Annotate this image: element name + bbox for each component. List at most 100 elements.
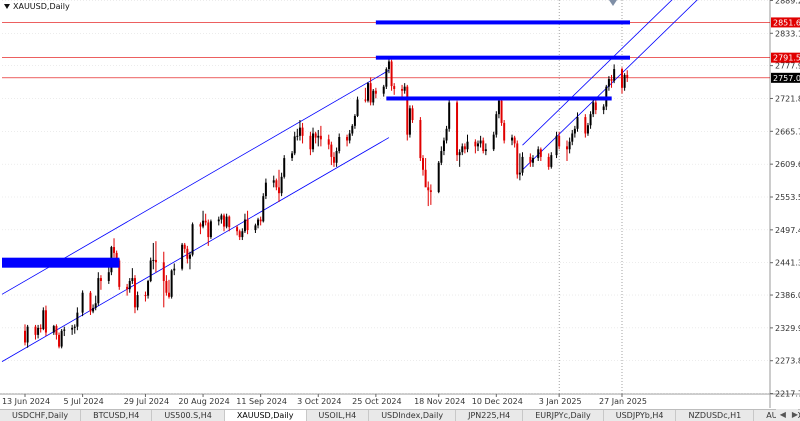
candle xyxy=(403,83,406,94)
candle xyxy=(335,147,338,167)
candle xyxy=(594,99,597,115)
tab-usdindex-daily[interactable]: USDIndex,Daily xyxy=(369,410,457,421)
candle xyxy=(34,324,37,340)
y-tick-label: 2889.25 xyxy=(775,0,800,5)
candle xyxy=(511,134,514,146)
candle xyxy=(209,219,212,239)
channel-line-recent[interactable] xyxy=(522,0,771,146)
candle xyxy=(427,181,430,207)
channel-line-main[interactable] xyxy=(1,69,390,295)
candle xyxy=(458,149,461,167)
y-tick-label: 2273.85 xyxy=(775,357,800,366)
y-tick-label: 2721.80 xyxy=(775,94,800,103)
tab-jpn225-h4[interactable]: JPN225,H4 xyxy=(456,410,524,421)
candle xyxy=(264,178,267,200)
candle xyxy=(484,143,487,156)
x-tick-label: 29 Jul 2024 xyxy=(124,397,169,406)
candle xyxy=(566,140,569,161)
y-tick-label: 2497.40 xyxy=(775,226,800,235)
price-tag-red xyxy=(771,52,800,63)
candle xyxy=(254,223,257,234)
x-tick-label: 5 Jul 2024 xyxy=(64,397,104,406)
candle xyxy=(555,131,558,159)
menu-triangle-icon[interactable] xyxy=(4,4,10,9)
candle xyxy=(411,105,414,123)
chevron-left-icon[interactable]: ◀ xyxy=(779,410,786,419)
candle xyxy=(170,269,173,299)
chevron-right-icon[interactable]: ▶ xyxy=(791,410,798,419)
candle xyxy=(24,324,26,346)
candle xyxy=(456,100,459,161)
candle xyxy=(191,222,194,257)
candle xyxy=(97,272,100,306)
candle xyxy=(220,213,223,224)
candle xyxy=(537,146,540,161)
sr-zone-bar[interactable] xyxy=(375,55,630,60)
chart-shift-icon[interactable] xyxy=(609,0,617,6)
candle xyxy=(37,324,40,339)
price-tag-black xyxy=(771,72,800,83)
sr-zone-bar[interactable] xyxy=(2,257,120,268)
candle xyxy=(181,242,184,271)
candle xyxy=(319,125,322,147)
candle xyxy=(188,251,191,270)
candle xyxy=(623,73,626,91)
candle xyxy=(613,64,616,84)
tab-usdjpyb-h4[interactable]: USDJPYb,H4 xyxy=(604,410,677,421)
candle xyxy=(374,87,377,99)
candle xyxy=(89,290,92,315)
candle xyxy=(576,112,579,132)
price-tag-label: 2757.05 xyxy=(773,74,800,83)
candle xyxy=(272,175,275,188)
candle xyxy=(482,137,485,154)
sr-zone-bar[interactable] xyxy=(386,96,612,101)
tab-nzdusdc-h1[interactable]: NZDUSDc,H1 xyxy=(676,410,755,421)
y-tick-label: 2441.30 xyxy=(775,259,800,268)
x-tick-label: 27 Jan 2025 xyxy=(599,397,647,406)
candle xyxy=(58,332,61,349)
candle xyxy=(474,139,477,154)
candle xyxy=(225,213,228,229)
y-tick-label: 2329.95 xyxy=(775,324,800,333)
candle xyxy=(476,140,479,152)
y-tick-label: 2833.15 xyxy=(775,29,800,38)
x-tick-label: 18 Nov 2024 xyxy=(414,397,465,406)
candle xyxy=(513,135,516,148)
x-tick-label: 20 Aug 2024 xyxy=(178,397,229,406)
candle xyxy=(463,143,466,154)
x-tick-label: 25 Oct 2024 xyxy=(352,397,401,406)
candle xyxy=(257,217,260,229)
tab-xauusd-daily[interactable]: XAUUSD,Daily xyxy=(224,410,307,421)
candle xyxy=(162,251,165,308)
candle xyxy=(372,88,375,106)
candle xyxy=(346,134,349,147)
candle xyxy=(408,105,411,138)
candle xyxy=(351,124,354,136)
candle xyxy=(568,137,571,154)
candle xyxy=(353,114,356,129)
symbol-title: XAUUSD,Daily xyxy=(4,2,70,11)
candle xyxy=(183,242,186,253)
candle xyxy=(55,324,58,340)
candle xyxy=(500,98,503,126)
candle xyxy=(626,70,629,82)
candle xyxy=(186,245,189,264)
candle xyxy=(147,279,150,299)
tab-usoil-h4[interactable]: USOIL,H4 xyxy=(307,410,370,421)
y-tick-label: 2665.70 xyxy=(775,127,800,136)
candle xyxy=(113,238,116,258)
sr-zone-bar[interactable] xyxy=(375,20,630,25)
candle xyxy=(621,67,623,94)
tab-eurjpyc-daily[interactable]: EURJPYc,Daily xyxy=(523,410,604,421)
price-tag-label: 2791.50 xyxy=(773,54,800,63)
candle xyxy=(401,84,404,97)
candle xyxy=(348,129,351,144)
channel-line-recent[interactable] xyxy=(522,0,771,171)
tab-usdchf-daily[interactable]: USDCHF,Daily xyxy=(0,410,82,421)
tab-btcusd-h4[interactable]: BTCUSD,H4 xyxy=(81,410,153,421)
channel-line-main[interactable] xyxy=(1,137,390,363)
tab-us500-s-h4[interactable]: US500.S,H4 xyxy=(152,410,225,421)
candle xyxy=(448,99,451,132)
candle xyxy=(382,84,385,97)
